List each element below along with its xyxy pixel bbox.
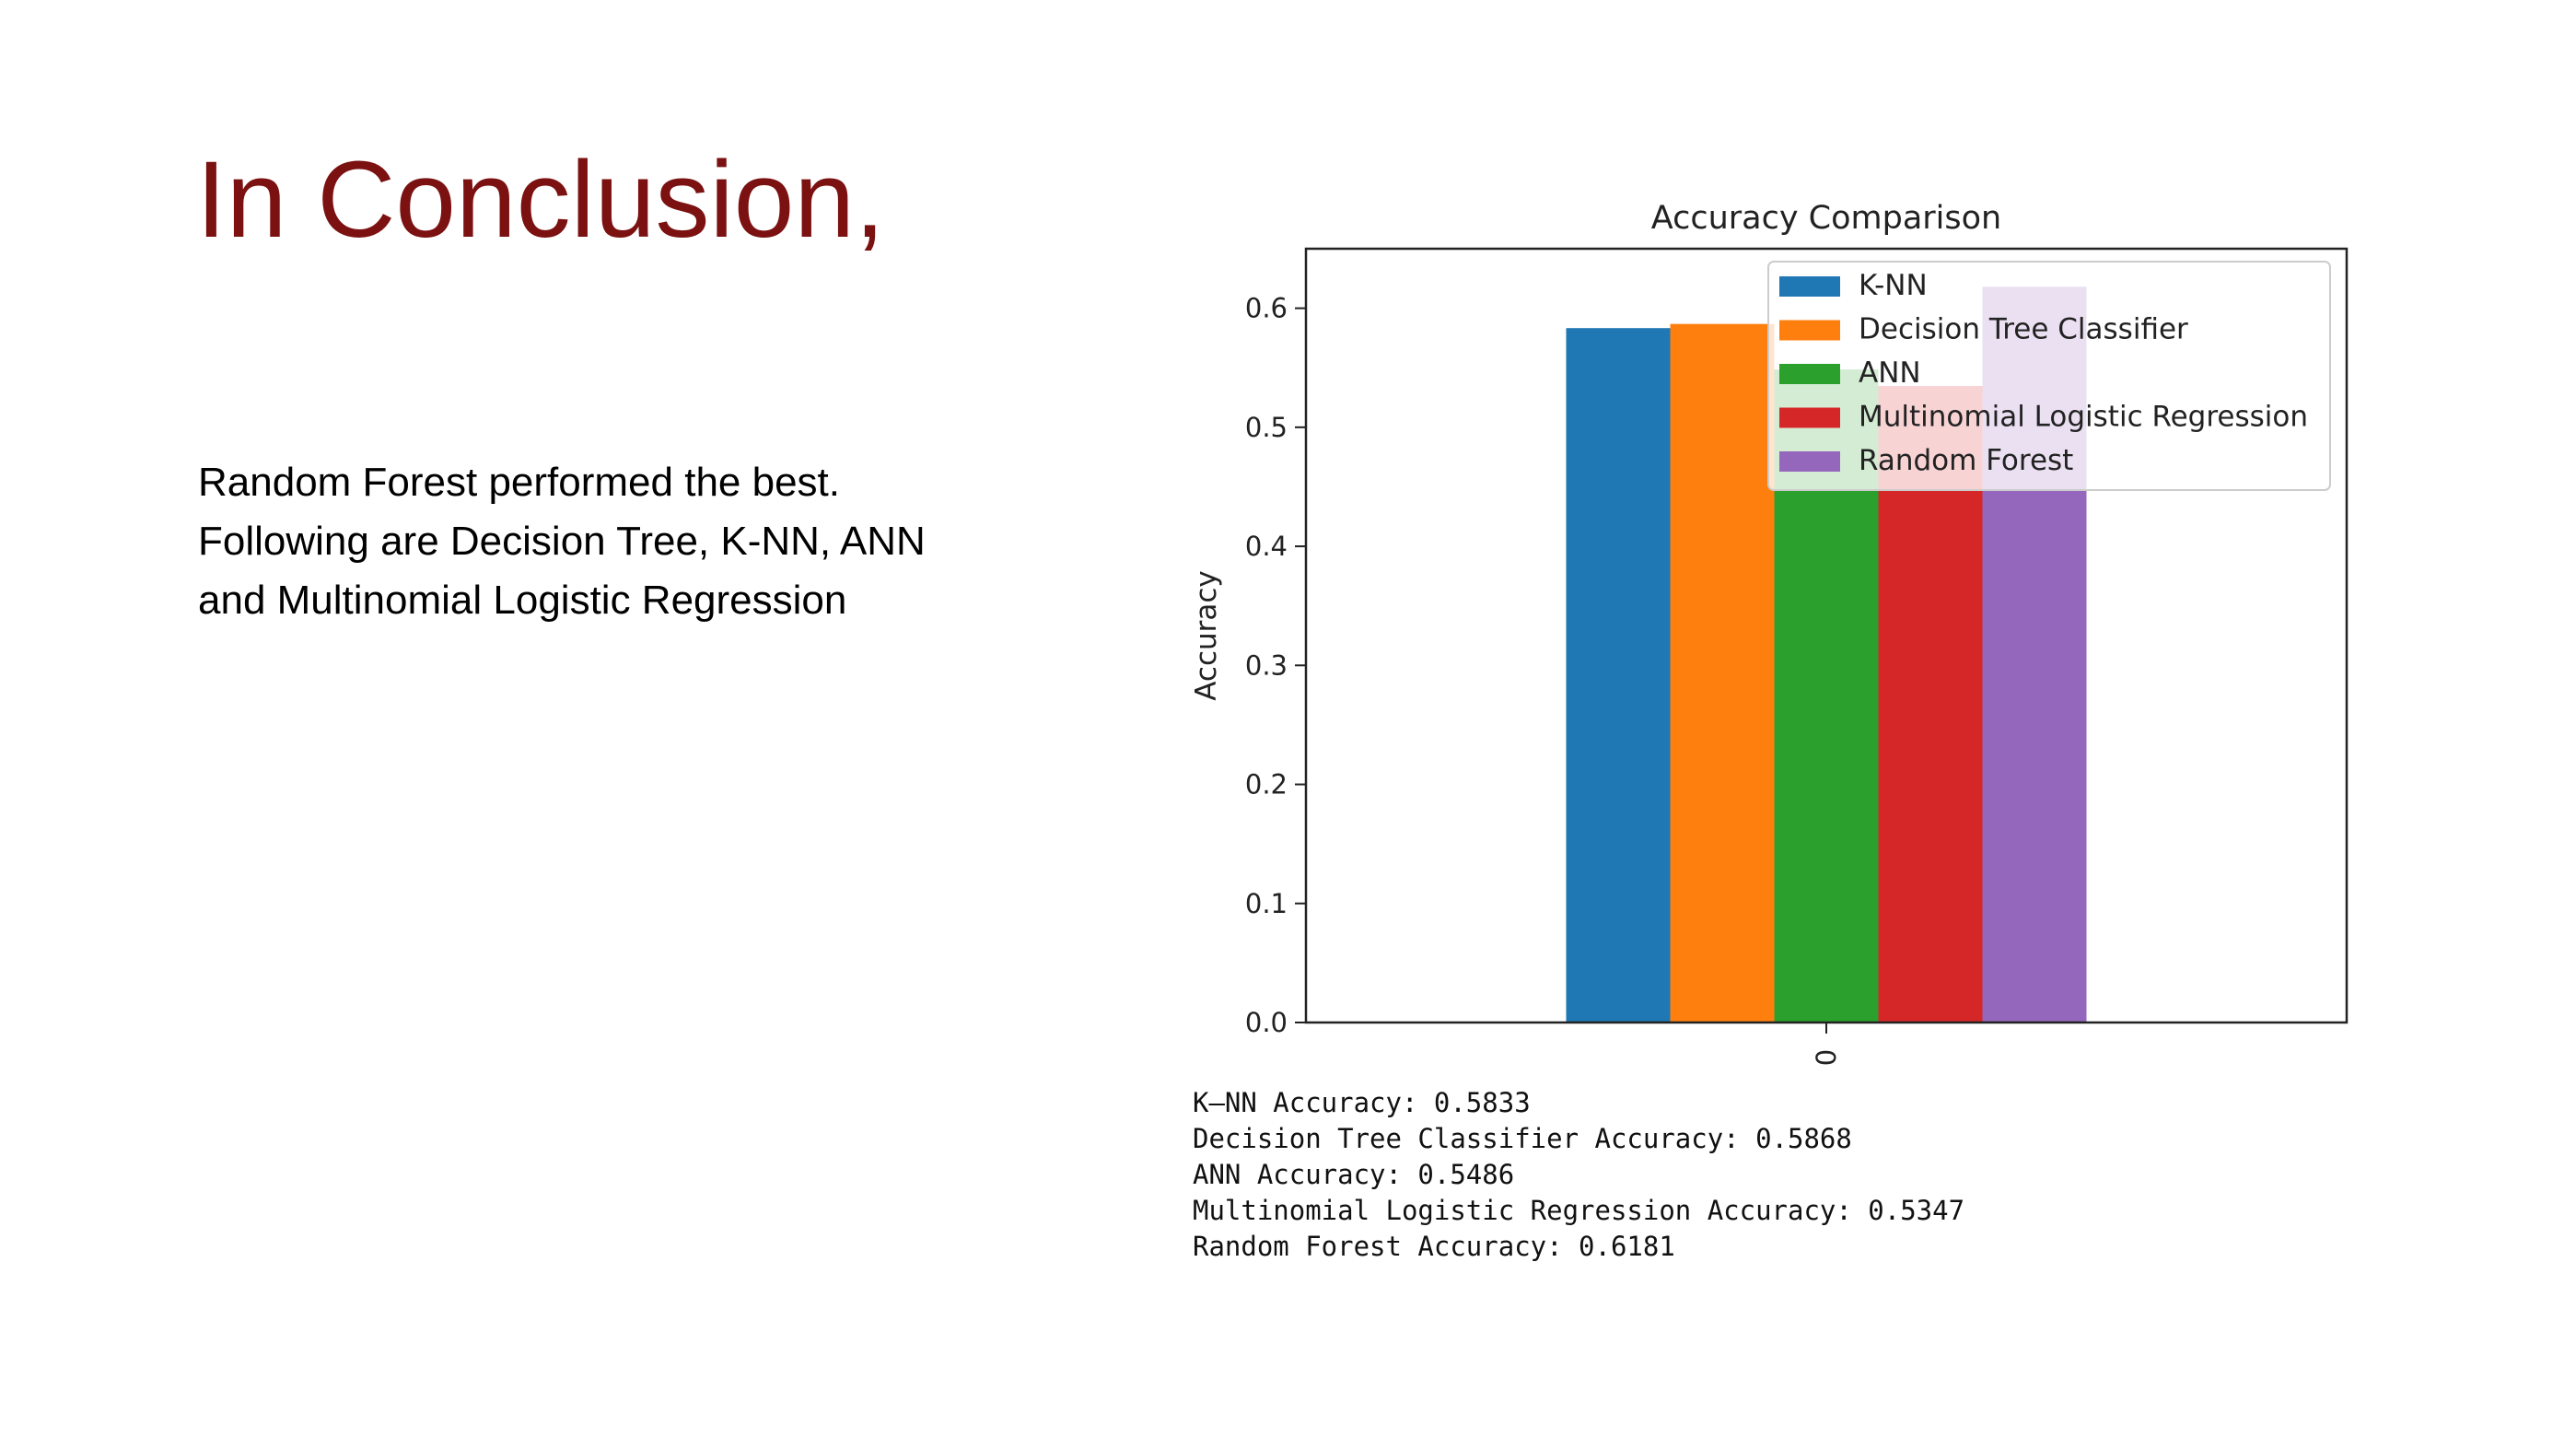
legend-label: Decision Tree Classifier: [1859, 313, 2188, 346]
bar-multinomial-logistic-regression: [1878, 386, 1983, 1023]
chart-title: Accuracy Comparison: [1651, 200, 2001, 237]
y-axis-label: Accuracy: [1190, 570, 1223, 701]
y-tick-label: 0.2: [1245, 769, 1288, 800]
legend-swatch: [1779, 276, 1840, 297]
legend-box: [1767, 261, 2331, 491]
accuracy-bar-chart: Accuracy Comparison Accuracy 0.0 0.1 0.2 0.3 0…: [1190, 200, 2349, 1066]
y-tick-label: 0.0: [1245, 1007, 1288, 1038]
y-tick-label: 0.6: [1245, 293, 1288, 324]
console-line: ANN Accuracy: 0.5486: [1193, 1159, 1515, 1190]
console-line: Random Forest Accuracy: 0.6181: [1193, 1231, 1675, 1262]
y-tick-label: 0.3: [1245, 649, 1288, 681]
bar-k-nn: [1566, 328, 1671, 1023]
console-line: K—NN Accuracy: 0.5833: [1193, 1087, 1531, 1118]
console-line: Decision Tree Classifier Accuracy: 0.586…: [1193, 1123, 1852, 1154]
y-tick-label: 0.5: [1245, 412, 1288, 443]
plot-frame: [1304, 247, 2349, 1024]
y-tick-label: 0.4: [1245, 531, 1288, 562]
x-tick-label: 0: [1811, 1049, 1842, 1066]
conclusion-line: Following are Decision Tree, K-NN, ANN: [198, 519, 926, 564]
legend-label: K-NN: [1859, 269, 1928, 302]
legend-swatch: [1779, 364, 1840, 384]
legend-swatch: [1779, 320, 1840, 341]
bar-decision-tree-classifier: [1670, 323, 1775, 1022]
legend-swatch: [1779, 451, 1840, 472]
conclusion-line: and Multinomial Logistic Regression: [198, 578, 847, 623]
legend-label: ANN: [1859, 356, 1921, 390]
slide-title: In Conclusion,: [196, 139, 885, 261]
legend-swatch: [1779, 407, 1840, 428]
legend-label: Random Forest: [1859, 444, 2073, 477]
console-line: Multinomial Logistic Regression Accuracy…: [1193, 1195, 1965, 1226]
y-tick-label: 0.1: [1245, 888, 1288, 919]
conclusion-text: Random Forest performed the best. Follow…: [198, 453, 1119, 630]
legend-label: Multinomial Logistic Regression: [1859, 401, 2308, 434]
console-output: K—NN Accuracy: 0.5833 Decision Tree Clas…: [1193, 1085, 1964, 1265]
conclusion-line: Random Forest performed the best.: [198, 460, 840, 505]
